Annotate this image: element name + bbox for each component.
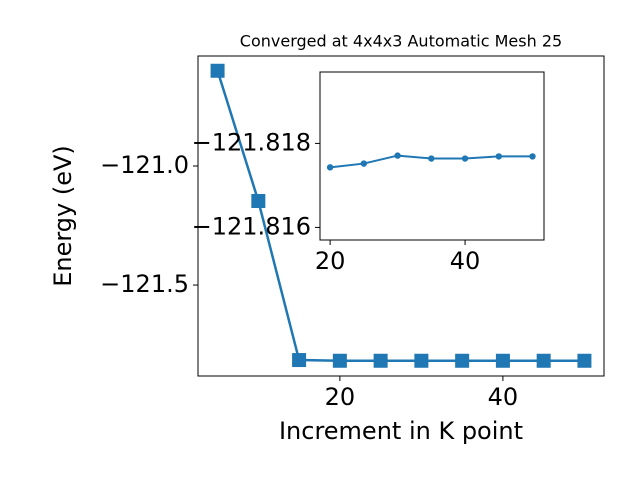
marker bbox=[360, 160, 368, 167]
marker bbox=[529, 153, 536, 160]
y-tick-label: −121.816 bbox=[192, 212, 311, 240]
marker bbox=[210, 63, 225, 78]
x-tick-label: 20 bbox=[325, 383, 356, 411]
marker bbox=[461, 155, 469, 162]
marker bbox=[428, 155, 435, 162]
data-line bbox=[216, 70, 585, 363]
y-tick-label: −121.0 bbox=[100, 151, 189, 179]
marker bbox=[332, 353, 347, 368]
chart-title: Converged at 4x4x3 Automatic Mesh 25 bbox=[240, 32, 562, 51]
x-axis-label: Increment in K point bbox=[279, 417, 523, 445]
y-axis-label: Energy (eV) bbox=[49, 145, 77, 287]
marker bbox=[495, 153, 502, 160]
marker bbox=[536, 353, 551, 368]
y-tick-label: −121.5 bbox=[100, 270, 189, 298]
marker bbox=[495, 353, 510, 368]
marker bbox=[251, 194, 266, 208]
x-tick-label: 40 bbox=[488, 383, 519, 411]
y-tick-label: −121.818 bbox=[192, 128, 311, 156]
marker bbox=[292, 353, 307, 368]
x-tick-label: 40 bbox=[450, 247, 481, 275]
marker bbox=[455, 353, 470, 368]
marker bbox=[326, 164, 334, 171]
x-tick-label: 20 bbox=[315, 247, 346, 275]
marker bbox=[577, 353, 592, 368]
marker bbox=[394, 152, 401, 159]
marker bbox=[414, 353, 429, 368]
marker bbox=[373, 353, 388, 368]
